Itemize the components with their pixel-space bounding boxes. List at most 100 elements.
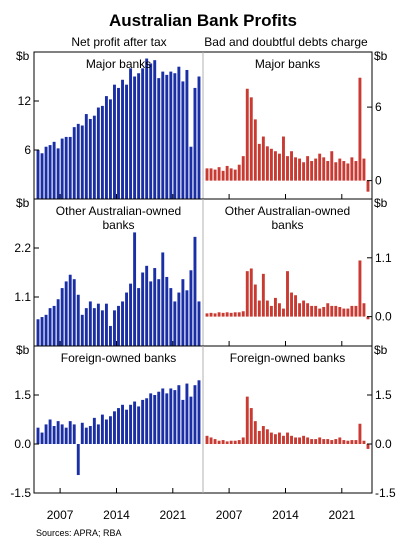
panel-3-right-bar (286, 432, 289, 444)
panel-1-right-bar (322, 157, 326, 181)
panel-2-right-bar (205, 313, 209, 317)
panel-2-right-bar (221, 312, 225, 317)
x-tick-label-right: 2007 (216, 508, 243, 522)
panel-3-left-bar (173, 390, 177, 444)
panel-1-left-bar (72, 127, 76, 199)
panel-3-right-y-tick: -1.5 (375, 486, 396, 500)
panel-1-right-bar (253, 119, 257, 181)
panel-1-right-bar (209, 168, 213, 181)
panel-3-right-bar (310, 439, 314, 444)
panel-3-left-bar (189, 396, 193, 444)
x-tick-label-left: 2021 (159, 508, 186, 522)
panel-2-left-y-tick: 2.2 (14, 241, 31, 255)
panel-2-left-bar (104, 303, 108, 346)
panel-3-left-bar (181, 399, 185, 444)
panel-1-right-bar (237, 164, 241, 181)
panel-3-left-bar (44, 424, 48, 444)
panel-2-right-bar (294, 295, 297, 317)
panel-2-left-bar (48, 308, 52, 346)
panel-3-left-bar (96, 424, 100, 444)
panel-2-right-bar (326, 303, 330, 317)
panel-1-left-bar (173, 73, 177, 199)
panel-3-right-bar (209, 437, 213, 444)
panel-2-left-bar (36, 319, 40, 346)
panel-3-left-bar (68, 421, 72, 444)
right-series-label: Bad and doubtful debts charge (204, 35, 368, 49)
panel-2-left-bar (117, 305, 120, 346)
source-note: Sources: APRA; RBA (36, 528, 122, 538)
panel-3-right-bar (237, 440, 241, 444)
panel-1-left-bar (165, 74, 169, 199)
panel-2-left-bar (189, 270, 193, 346)
panel-2-right-bar (253, 284, 257, 317)
panel-1-left-bar (109, 99, 112, 199)
panel-1-right-bar (318, 153, 322, 181)
panel-2-right-bar (366, 316, 370, 320)
panel-2-right-bar (350, 305, 354, 317)
panel-2-right-bar (342, 308, 346, 317)
panel-1-right-bar (354, 161, 358, 181)
panel-2-left-bar (157, 279, 161, 346)
panel-2-right-bar (310, 305, 314, 317)
panel-3-right-bar (326, 439, 330, 444)
panel-2-left-bar (109, 325, 112, 346)
panel-2-right-bar (265, 300, 269, 317)
panel-3-left-bar (109, 416, 112, 444)
panel-3-right-bar (241, 437, 245, 444)
panel-1-left-bar (113, 84, 116, 199)
panel-3-left-bar (64, 427, 68, 444)
panel-2-left-bar (60, 288, 64, 346)
panel-2-left-bar (68, 274, 72, 346)
panel-3-right-bar (278, 432, 281, 444)
x-tick-label-left: 2007 (47, 508, 74, 522)
panel-3-right-bar (282, 435, 285, 444)
panel-1-left-bar (129, 68, 133, 199)
panel-3-left-bar (88, 426, 92, 444)
panel-3-right-unit: $b (374, 343, 388, 357)
panel-2-left-bar (96, 303, 100, 346)
panel-2-right-bar (334, 305, 338, 317)
panel-2-right-bar (245, 271, 249, 317)
panel-3-left-bar (40, 432, 44, 444)
panel-2-right-bar (346, 308, 350, 317)
panel-1-left-bar (161, 71, 165, 199)
panel-1-right-bar (221, 170, 225, 181)
panel-2-left-bar (44, 314, 48, 346)
panel-3-left-unit: $b (16, 343, 30, 357)
panel-2-right-bar (322, 306, 326, 317)
panel-1-left-bar (125, 84, 128, 199)
panel-2-right-bar (298, 303, 302, 317)
panel-1-right-bar (326, 161, 330, 181)
panel-1-left-bar (100, 105, 104, 199)
panel-1-left-bar (149, 63, 153, 200)
panel-2-right-bar (290, 292, 293, 317)
panel-1-right-bar (334, 162, 338, 181)
panel-2-right-bar (362, 303, 366, 317)
panel-2-left-bar (181, 279, 185, 346)
panel-1-left-bar (40, 153, 44, 199)
panel-3-left-bar (56, 421, 60, 444)
panel-2-right-y-tick: 0.0 (375, 310, 392, 324)
panel-2-left-bar (169, 288, 173, 346)
x-tick-label-right: 2021 (328, 508, 355, 522)
right-unit-label: $b (374, 49, 388, 63)
panel-2-left-bar (133, 232, 137, 346)
panel-2-right-bar (209, 312, 213, 317)
panel-2-left-bar (125, 292, 128, 346)
panel-3-right-bar (261, 426, 265, 444)
panel-3-right-bar (366, 444, 370, 449)
panel-3-left-bar (117, 408, 120, 444)
panel-3-left-bar (76, 444, 80, 476)
panel-3-right-bar (346, 440, 350, 444)
panel-3-left-label: Foreign-owned banks (61, 351, 176, 365)
panel-1-left-bar (56, 148, 60, 199)
panel-2-right-bar (354, 305, 358, 317)
x-tick-label-left: 2014 (103, 508, 130, 522)
panel-2-left-bar (129, 283, 133, 346)
panel-3-left-bar (185, 383, 189, 444)
panel-1-left-bar (60, 138, 64, 199)
panel-1-left-bar (189, 146, 193, 199)
panel-3-right-bar (221, 440, 225, 444)
panel-1-right-bar (229, 168, 233, 181)
panel-3-left-bar (133, 401, 137, 444)
